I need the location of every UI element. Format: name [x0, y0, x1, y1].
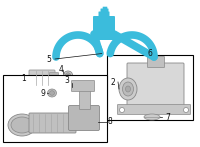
- FancyBboxPatch shape: [127, 63, 184, 110]
- FancyBboxPatch shape: [99, 11, 110, 20]
- Ellipse shape: [119, 78, 137, 100]
- FancyBboxPatch shape: [103, 7, 107, 11]
- FancyBboxPatch shape: [101, 9, 109, 15]
- FancyBboxPatch shape: [80, 86, 91, 110]
- Text: 8: 8: [108, 117, 112, 127]
- FancyBboxPatch shape: [29, 113, 76, 133]
- Ellipse shape: [67, 74, 69, 76]
- Ellipse shape: [11, 117, 33, 133]
- Text: 3: 3: [65, 76, 69, 85]
- Ellipse shape: [184, 107, 188, 112]
- FancyBboxPatch shape: [148, 56, 164, 67]
- Text: 6: 6: [148, 49, 152, 57]
- Ellipse shape: [126, 86, 130, 92]
- FancyBboxPatch shape: [118, 105, 190, 115]
- Ellipse shape: [64, 71, 73, 79]
- FancyBboxPatch shape: [72, 81, 95, 91]
- FancyBboxPatch shape: [50, 72, 59, 83]
- Ellipse shape: [120, 107, 124, 112]
- Text: 7: 7: [166, 112, 170, 122]
- FancyBboxPatch shape: [93, 16, 115, 40]
- FancyBboxPatch shape: [69, 106, 100, 131]
- Bar: [3, 75, 107, 142]
- FancyBboxPatch shape: [29, 70, 55, 86]
- Text: 1: 1: [22, 74, 26, 82]
- Text: 9: 9: [41, 88, 45, 97]
- Text: 4: 4: [59, 65, 63, 74]
- Bar: [107, 55, 193, 120]
- Ellipse shape: [144, 114, 160, 120]
- Ellipse shape: [8, 114, 36, 136]
- Text: 5: 5: [47, 55, 51, 64]
- Ellipse shape: [66, 73, 71, 77]
- Ellipse shape: [50, 91, 55, 95]
- Ellipse shape: [48, 89, 57, 97]
- Text: 2: 2: [111, 77, 115, 86]
- Ellipse shape: [122, 82, 134, 96]
